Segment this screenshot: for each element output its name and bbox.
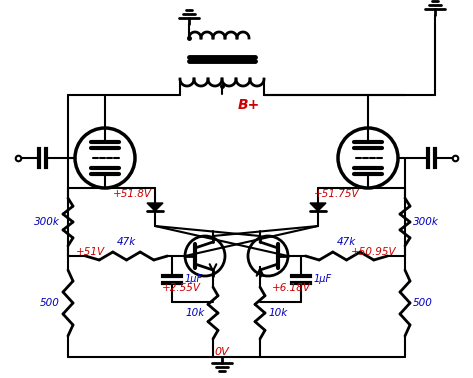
Text: 10k: 10k (268, 308, 287, 318)
Text: 300k: 300k (413, 217, 439, 227)
Text: +6.18V: +6.18V (272, 283, 311, 293)
Text: +51.75V: +51.75V (315, 189, 360, 199)
Text: 1μF: 1μF (314, 274, 332, 284)
Text: 500: 500 (413, 298, 433, 308)
Text: B+: B+ (238, 98, 260, 112)
Text: 10k: 10k (186, 308, 205, 318)
Polygon shape (310, 203, 326, 211)
Text: 300k: 300k (34, 217, 60, 227)
Text: 500: 500 (40, 298, 60, 308)
Text: 1μF: 1μF (185, 274, 203, 284)
Text: +2.55V: +2.55V (162, 283, 201, 293)
Text: 47k: 47k (117, 237, 136, 247)
Text: +51.8V: +51.8V (113, 189, 152, 199)
Text: 0V: 0V (215, 347, 229, 357)
Text: +50.95V: +50.95V (351, 247, 397, 257)
Polygon shape (147, 203, 163, 211)
Text: 47k: 47k (337, 237, 356, 247)
Text: +51V: +51V (76, 247, 105, 257)
